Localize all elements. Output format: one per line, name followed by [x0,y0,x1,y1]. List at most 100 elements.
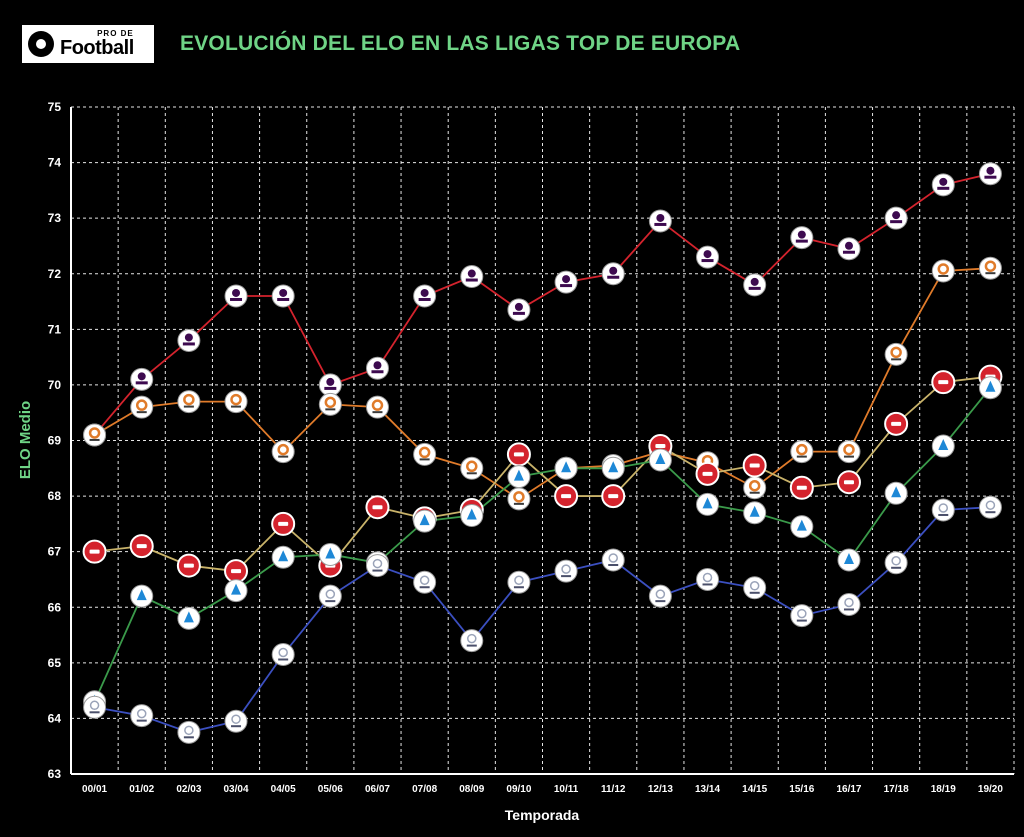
bundesliga-player-icon [796,485,807,490]
ligue1-logo-icon [837,592,861,616]
marker-seriea-12-13 [648,448,672,472]
marker-laliga-03-04 [224,390,248,414]
marker-ligue1-09-10 [507,570,531,594]
marker-seriea-01-02 [130,584,154,608]
laliga-logo-icon [177,390,201,414]
marker-premier-12-13 [648,209,672,233]
laliga-ring-icon [230,393,242,406]
marker-seriea-19-20 [978,376,1002,400]
marker-bundesliga-17-18 [884,411,909,436]
premier-wordmark-icon [748,286,761,290]
seriea-shield-icon [278,550,289,562]
ligue1-ball-icon [608,553,618,563]
y-tick-69: 69 [48,434,62,448]
laliga-wordmark-icon [419,458,430,461]
seriea-shield-icon [749,505,760,517]
ligue1-logo-icon [696,567,720,591]
premier-wordmark-icon [135,381,148,385]
marker-ligue1-00-01 [83,695,107,719]
ligue1-ball-icon [938,503,949,513]
premier-wordmark-icon [654,222,667,226]
marker-laliga-19-20 [978,256,1002,280]
premier-lion-icon [656,213,665,222]
marker-ligue1-19-20 [978,495,1002,519]
bundesliga-player-icon [231,569,242,574]
laliga-logo-icon [318,392,342,416]
marker-laliga-04-05 [271,440,295,464]
seriea-shield-icon [561,461,572,473]
ligue1-wordmark-icon [655,600,666,603]
premier-lion-icon [184,333,193,342]
x-tick-16-17: 16/17 [836,784,861,795]
laliga-wordmark-icon [136,411,147,414]
ligue1-wordmark-icon [608,564,619,567]
premier-wordmark-icon [701,259,714,263]
premier-lion-icon [279,288,288,297]
ligue1-logo-icon [978,495,1002,519]
marker-ligue1-08-09 [460,629,484,653]
x-tick-02-03: 02/03 [176,784,201,795]
laliga-ring-icon [796,443,808,456]
laliga-wordmark-icon [891,358,902,361]
laliga-wordmark-icon [796,455,807,458]
ligue1-logo-icon [554,559,578,583]
x-tick-17-18: 17/18 [884,784,909,795]
marker-seriea-11-12 [601,456,625,480]
marker-premier-10-11 [554,270,578,294]
laliga-wordmark-icon [466,472,477,475]
premier-lion-icon [232,288,241,297]
premier-wordmark-icon [842,250,855,254]
ligue1-wordmark-icon [466,644,477,647]
premier-wordmark-icon [937,186,950,190]
bundesliga-player-icon [608,494,619,499]
marker-premier-08-09 [460,265,484,289]
laliga-ring-icon [466,460,478,473]
x-tick-12-13: 12/13 [648,784,673,795]
brand-logo[interactable]: PRO DE Football [22,25,154,63]
bundesliga-player-icon [702,471,713,476]
ligue1-logo-icon [318,584,342,608]
marker-seriea-16-17 [837,548,861,572]
marker-ligue1-18-19 [931,498,955,522]
bundesliga-player-icon [749,463,760,468]
marker-laliga-14-15 [743,476,767,500]
grid [71,106,1015,774]
seriea-shield-icon [843,553,854,565]
marker-laliga-05-06 [318,392,342,416]
header: PRO DE Football EVOLUCIÓN DEL ELO EN LAS… [22,24,740,64]
x-tick-11-12: 11/12 [601,784,626,795]
bundesliga-player-icon [513,452,524,457]
laliga-wordmark-icon [278,455,289,458]
ligue1-ball-icon [278,647,288,658]
ligue1-logo-icon [271,642,295,666]
marker-seriea-10-11 [554,456,578,480]
premier-wordmark-icon [182,342,195,346]
marker-seriea-17-18 [884,481,908,505]
ligue1-wordmark-icon [938,513,949,516]
marker-bundesliga-03-04 [224,559,249,584]
ligue1-wordmark-icon [278,658,289,661]
ligue1-ball-icon [325,589,336,599]
bundesliga-player-icon [372,505,383,510]
marker-laliga-02-03 [177,390,201,414]
ligue1-wordmark-icon [372,569,383,572]
ligue1-logo-icon [601,548,625,572]
ligue1-logo-icon [413,570,437,594]
marker-seriea-14-15 [743,501,767,525]
ligue1-logo-icon [224,709,248,733]
ligue1-wordmark-icon [136,719,147,722]
marker-premier-05-06 [318,373,342,397]
laliga-logo-icon [83,423,107,447]
marker-laliga-01-02 [130,395,154,419]
ligue1-logo-icon [83,695,107,719]
marker-ligue1-15-16 [790,604,814,628]
premier-lion-icon [562,275,571,284]
ligue1-ball-icon [514,575,524,585]
ligue1-logo-icon [130,704,154,728]
ligue1-wordmark-icon [513,586,524,589]
bundesliga-player-icon [89,549,100,554]
marker-seriea-05-06 [318,542,342,566]
seriea-shield-icon [325,547,336,559]
marker-seriea-09-10 [507,465,531,489]
marker-bundesliga-00-01 [82,539,107,564]
